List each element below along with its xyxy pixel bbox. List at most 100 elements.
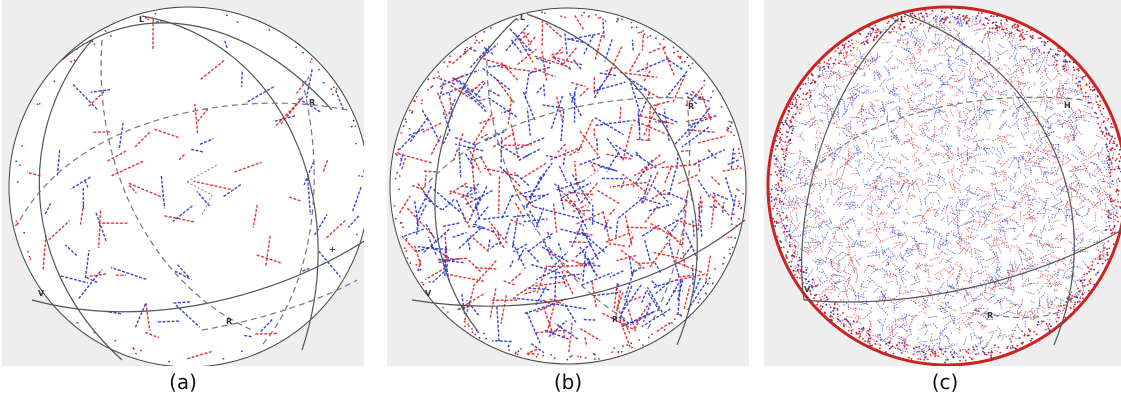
- particle-track: [917, 243, 920, 255]
- particle-track: [1015, 64, 1026, 67]
- particle-track: [934, 252, 938, 256]
- rim-dot: [805, 98, 808, 100]
- particle-track: [988, 122, 992, 129]
- particle-track: [968, 122, 974, 127]
- rim-dot: [1035, 333, 1038, 336]
- particle-track: [980, 49, 986, 55]
- particle-track: [874, 56, 878, 66]
- particle-track: [820, 262, 824, 266]
- particle-track: [881, 325, 884, 333]
- particle-track: [935, 18, 938, 28]
- particle-track: [995, 187, 999, 196]
- particle-track: [783, 197, 787, 200]
- rim-dot: [738, 200, 740, 203]
- particle-track: [924, 263, 927, 273]
- rim-dot: [730, 121, 733, 123]
- particle-track: [1020, 188, 1027, 195]
- particle-track: [941, 281, 945, 288]
- particle-track: [602, 209, 612, 246]
- particle-track: [836, 197, 842, 199]
- particle-track: [988, 209, 993, 216]
- particle-track: [1018, 203, 1022, 207]
- particle-track: [471, 225, 485, 230]
- particle-track: [837, 201, 841, 206]
- particle-track: [1076, 292, 1082, 299]
- particle-track: [910, 123, 913, 132]
- particle-track: [944, 152, 952, 161]
- particle-track: [128, 182, 163, 198]
- particle-track: [974, 67, 979, 69]
- rim-dot: [786, 251, 789, 253]
- particle-track: [887, 202, 893, 209]
- rim-dot: [868, 334, 871, 337]
- particle-track: [424, 267, 446, 281]
- rim-dot: [663, 46, 665, 49]
- rim-dot: [829, 314, 832, 317]
- particle-track: [935, 152, 940, 154]
- particle-track: [79, 203, 85, 226]
- rim-dot: [787, 141, 790, 144]
- rim-dot: [405, 250, 408, 253]
- particle-track: [894, 316, 897, 326]
- particle-track: [887, 259, 892, 266]
- particle-track: [656, 321, 671, 332]
- particle-track: [574, 160, 578, 186]
- particle-track: [981, 216, 990, 221]
- particle-track: [601, 312, 637, 332]
- rim-dot: [889, 32, 892, 34]
- particle-track: [1036, 63, 1038, 69]
- particle-track: [1096, 198, 1106, 204]
- particle-track: [1017, 302, 1023, 310]
- particle-track: [858, 109, 867, 114]
- particle-track: [964, 270, 969, 278]
- particle-track: [846, 183, 856, 191]
- particle-track: [794, 246, 797, 257]
- particle-track: [955, 85, 964, 95]
- particle-track: [842, 190, 851, 195]
- particle-track: [970, 247, 973, 258]
- particle-track: [805, 211, 812, 216]
- particle-track: [1101, 114, 1110, 123]
- particle-track: [911, 131, 918, 137]
- rim-dot: [804, 82, 807, 85]
- rim-dot: [855, 331, 858, 334]
- particle-track: [1030, 188, 1035, 191]
- particle-track: [1056, 269, 1060, 275]
- particle-track: [838, 201, 843, 208]
- particle-track: [912, 83, 920, 89]
- particle-track: [996, 325, 1001, 330]
- rim-dot: [782, 170, 785, 173]
- particle-track: [1030, 316, 1036, 319]
- rim-dot: [630, 342, 633, 345]
- particle-track: [603, 219, 609, 230]
- particle-track: [1045, 181, 1055, 187]
- rim-dot: [793, 256, 795, 258]
- particle-track: [903, 140, 910, 142]
- particle-track: [804, 119, 807, 124]
- particle-track: [890, 131, 898, 139]
- particle-track: [1090, 116, 1099, 118]
- particle-track: [976, 143, 981, 148]
- rim-dot: [810, 72, 813, 75]
- particle-track: [1054, 208, 1061, 217]
- rim-dot: [937, 355, 939, 357]
- particle-track: [829, 274, 838, 277]
- particle-track: [907, 178, 909, 187]
- rim-dot: [888, 347, 891, 350]
- particle-track: [970, 209, 976, 215]
- particle-track: [927, 280, 932, 283]
- particle-track: [638, 114, 674, 125]
- rim-dot: [849, 49, 852, 52]
- rim-dot: [778, 138, 781, 140]
- particle-track: [574, 15, 585, 30]
- particle-track: [995, 251, 999, 261]
- rim-dot: [780, 173, 782, 175]
- rim-dot: [733, 152, 736, 155]
- particle-track: [879, 221, 884, 225]
- particle-track: [730, 146, 735, 169]
- particle-track: [869, 105, 877, 113]
- particle-track: [998, 123, 1003, 130]
- particle-track: [882, 87, 885, 92]
- particle-track: [959, 110, 961, 118]
- rim-dot: [1109, 172, 1111, 175]
